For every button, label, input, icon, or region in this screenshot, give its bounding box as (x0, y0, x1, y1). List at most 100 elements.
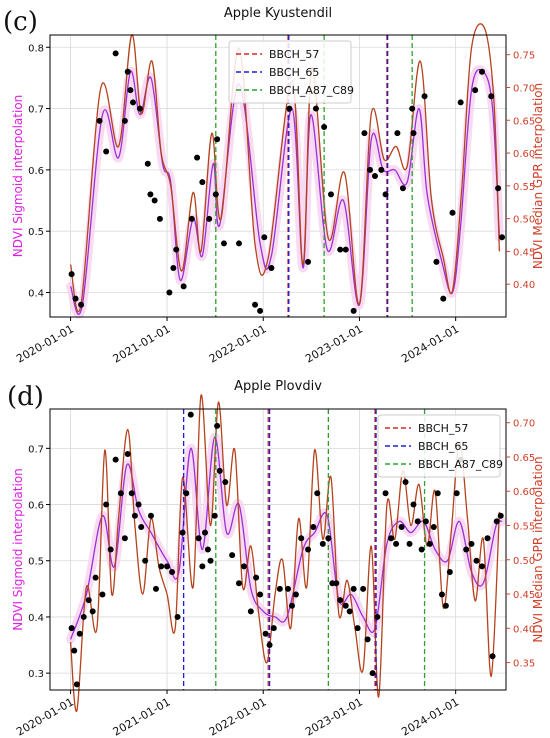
data-point (314, 490, 321, 497)
data-point (409, 105, 416, 112)
data-point (76, 630, 83, 637)
gpr-series-line (69, 23, 501, 313)
data-point (472, 87, 479, 94)
legend: BBCH_57 BBCH_65 BBCH_A87_C89 (377, 414, 503, 478)
data-point (204, 546, 211, 553)
data-point (72, 295, 79, 302)
data-point (117, 490, 124, 497)
data-point (78, 301, 85, 308)
data-point (194, 154, 201, 161)
data-point (305, 258, 312, 265)
data-point (135, 501, 142, 508)
y-right-tick-label: 0.65 (513, 453, 535, 464)
data-point (371, 173, 378, 179)
y-left-tick-label: 0.4 (28, 288, 44, 299)
legend-label-bbch57: BBCH_57 (269, 48, 319, 61)
y-right-tick-label: 0.55 (513, 182, 535, 193)
data-point (333, 580, 340, 587)
data-point (99, 591, 106, 598)
y-right-tick-label: 0.50 (513, 215, 535, 226)
data-point (497, 512, 504, 519)
data-point (406, 540, 413, 547)
data-point (147, 512, 154, 519)
data-point (169, 568, 176, 575)
data-point (327, 191, 334, 198)
data-point (188, 215, 195, 222)
data-point (268, 264, 275, 271)
data-point (131, 512, 138, 519)
data-point (107, 546, 114, 553)
data-point (240, 563, 247, 570)
x-tick-label: 2020-01-01 (14, 322, 76, 365)
data-point (262, 630, 269, 637)
data-point (484, 535, 491, 542)
data-point (310, 524, 317, 531)
data-point (214, 422, 221, 429)
data-point (266, 642, 273, 649)
legend-box (228, 40, 352, 104)
plot-frame (49, 34, 507, 318)
data-point (453, 490, 460, 497)
data-point (261, 234, 268, 241)
data-point (276, 585, 283, 592)
data-point (488, 93, 495, 100)
y-right-tick-label: 0.75 (513, 51, 535, 62)
data-point (252, 301, 259, 308)
data-point (156, 215, 163, 222)
data-point (207, 557, 214, 564)
x-tick-label: 2023-01-01 (303, 695, 365, 738)
data-point (124, 68, 131, 75)
data-point (85, 597, 92, 604)
data-point (170, 264, 177, 271)
data-point (103, 501, 110, 508)
data-point (144, 160, 151, 167)
data-point (164, 563, 171, 570)
chart-panel-c: (c) Apple Kyustendil 2020-01-01 2021-01-01 2… (3, 6, 545, 366)
data-point (312, 105, 319, 112)
x-tick-label: 2022-01-01 (207, 322, 269, 365)
data-point (440, 295, 447, 302)
data-point (393, 540, 400, 547)
data-point (247, 608, 254, 615)
data-point (342, 602, 349, 609)
data-point (325, 535, 332, 542)
data-point (364, 636, 371, 643)
data-point (446, 568, 453, 575)
data-point (195, 535, 202, 542)
data-point (138, 524, 145, 531)
data-point (103, 148, 110, 155)
data-point (489, 653, 496, 660)
data-point (410, 130, 417, 137)
data-point (89, 608, 96, 615)
data-point (378, 166, 385, 173)
data-point (394, 130, 401, 137)
sigmoid-series-line (69, 68, 501, 315)
data-point (388, 535, 395, 542)
data-point (305, 546, 312, 553)
y-right-tick-label: 0.40 (513, 280, 535, 291)
data-point (366, 166, 373, 173)
data-point (166, 289, 173, 296)
data-point (127, 87, 134, 94)
y-right-tick-label: 0.70 (513, 83, 535, 94)
data-point (121, 117, 128, 124)
y-left-axis-label: NDVI Sigmoid interpolation (11, 95, 25, 258)
data-point (180, 283, 187, 290)
data-point (199, 563, 206, 570)
data-point (201, 529, 208, 536)
chart-title: Apple Plovdiv (234, 379, 322, 394)
data-point (220, 240, 227, 247)
data-point (382, 490, 389, 497)
data-point (257, 591, 264, 598)
data-point (346, 608, 353, 615)
data-point (214, 136, 221, 143)
data-point (499, 234, 506, 241)
y-left-tick-label: 0.6 (28, 166, 44, 177)
x-tick-label: 2022-01-01 (207, 695, 269, 738)
data-point (136, 105, 143, 112)
data-point (288, 602, 295, 609)
data-point (298, 535, 305, 542)
y-left-tick-label: 0.3 (28, 669, 44, 680)
y-right-tick-label: 0.40 (513, 624, 535, 635)
data-point (147, 191, 154, 198)
